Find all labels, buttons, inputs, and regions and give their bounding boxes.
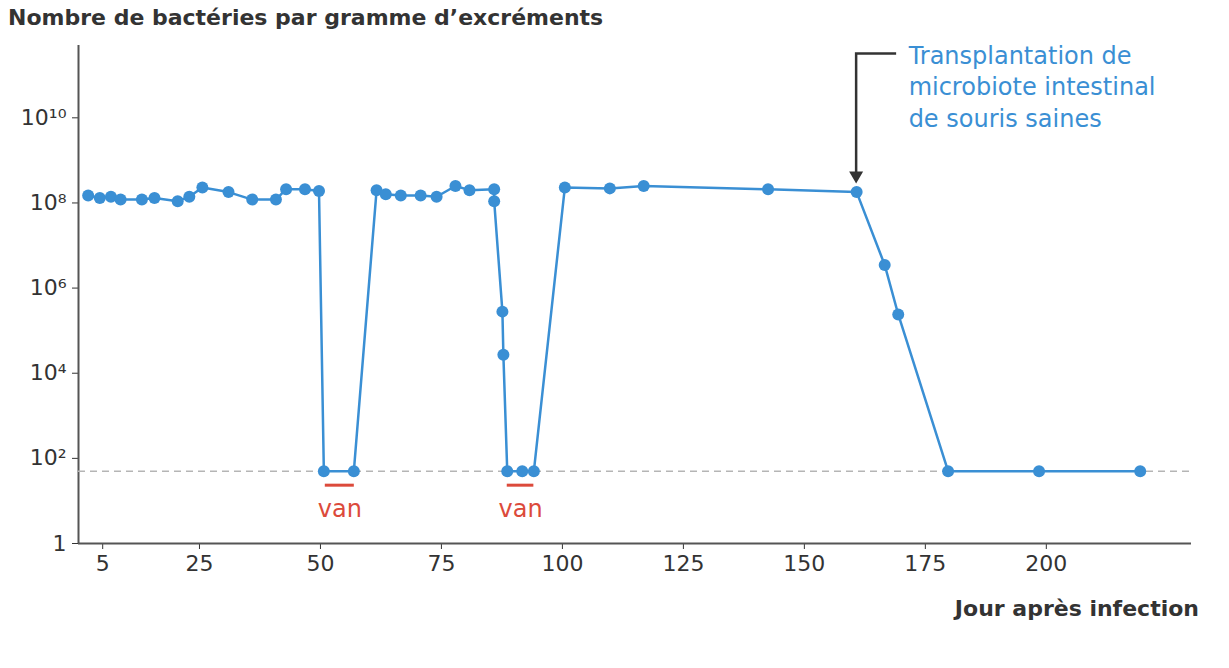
svg-text:Transplantation demicrobiote i: Transplantation demicrobiote intestinald… — [908, 42, 1156, 132]
svg-text:10¹⁰: 10¹⁰ — [21, 105, 67, 130]
html-text:Nombre de bactéries par gramme: Nombre de bactéries par gramme d’excréme… — [8, 5, 604, 30]
svg-text:10⁶: 10⁶ — [30, 275, 67, 300]
svg-text:10²: 10² — [30, 445, 67, 470]
svg-text:125: 125 — [662, 551, 704, 576]
html-text:Jour après infection: Jour après infection — [954, 596, 1199, 621]
svg-text:1: 1 — [53, 531, 67, 556]
svg-text:175: 175 — [904, 551, 946, 576]
svg-text:van: van — [318, 495, 362, 523]
svg-text:50: 50 — [306, 551, 334, 576]
svg-text:150: 150 — [783, 551, 825, 576]
svg-text:25: 25 — [185, 551, 213, 576]
svg-text:200: 200 — [1025, 551, 1067, 576]
svg-text:10⁴: 10⁴ — [30, 360, 67, 385]
svg-text:100: 100 — [541, 551, 583, 576]
svg-text:5: 5 — [96, 551, 110, 576]
svg-text:10⁸: 10⁸ — [30, 190, 67, 215]
svg-text:75: 75 — [427, 551, 455, 576]
svg-text:van: van — [498, 495, 542, 523]
